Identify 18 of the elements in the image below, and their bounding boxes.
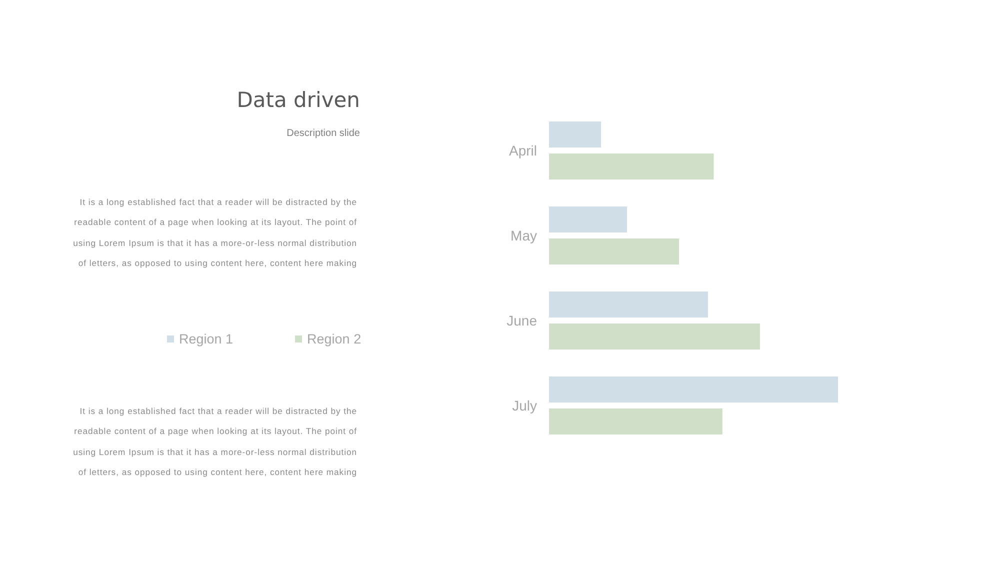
- bar: [549, 292, 708, 318]
- legend-label: Region 1: [179, 332, 234, 346]
- text: Data driven: [236, 88, 360, 112]
- y-tick-label: April: [508, 142, 537, 158]
- y-tick-label: June: [506, 312, 538, 328]
- bar: [549, 323, 760, 350]
- text: It is a long established fact that a reader will be distracted by the readable content of a page when looking at its layout. The point of using Lorem Ipsum is that it has a more-or-less normal distribution of letters, as opposed to using content here, content here making: [73, 197, 357, 268]
- y-tick-label: July: [512, 398, 537, 414]
- text: It is a long established fact that a reader will be distracted by the readable content of a page when looking at its layout. The point of using Lorem Ipsum is that it has a more-or-less normal distribution of letters, as opposed to using content here, content here making: [73, 406, 357, 478]
- bar: [549, 376, 838, 403]
- text: Description slide: [286, 128, 360, 139]
- y-tick-label: May: [510, 228, 537, 244]
- bar: [549, 153, 714, 180]
- bar: [549, 408, 722, 434]
- bar: [549, 206, 628, 233]
- bar: [549, 122, 602, 148]
- legend-label: Region 2: [307, 332, 362, 346]
- bar: [549, 238, 680, 264]
